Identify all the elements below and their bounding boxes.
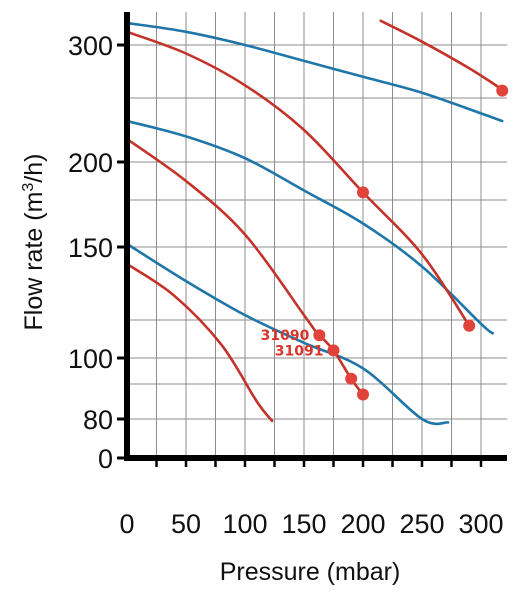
red-curve-5 — [318, 333, 365, 396]
data-point — [327, 344, 340, 357]
blue-curve-3 — [125, 242, 450, 426]
x-tick-label: 200 — [340, 509, 385, 539]
y-axis-title: Flow rate (m3/h) — [20, 154, 48, 331]
x-tick-label: 100 — [222, 509, 267, 539]
data-point — [357, 186, 369, 199]
x-tick-label: 250 — [399, 509, 444, 539]
red-curve-1 — [379, 19, 504, 91]
x-tick-label: 0 — [119, 509, 134, 539]
x-tick-label: 50 — [171, 509, 201, 539]
data-point — [496, 84, 509, 97]
red-curve-4 — [125, 262, 274, 423]
data-point — [357, 388, 369, 401]
curves — [125, 19, 504, 426]
blue-curve-1 — [125, 21, 504, 123]
y-tick-label: 200 — [68, 148, 113, 178]
x-axis-title: Pressure (mbar) — [220, 558, 401, 586]
y-tick-label: 80 — [83, 405, 113, 435]
red-curve-3 — [125, 137, 320, 337]
data-point — [313, 329, 326, 342]
y-tick-label: 100 — [68, 344, 113, 374]
x-tick-label: 300 — [458, 509, 503, 539]
data-point — [463, 319, 476, 332]
model-label: 31091 — [275, 343, 324, 359]
grid — [127, 12, 507, 458]
y-tick-label: 300 — [68, 31, 113, 61]
data-point — [345, 372, 358, 385]
markers — [313, 84, 509, 401]
red-curve-2 — [125, 30, 471, 327]
x-tick-label: 150 — [281, 509, 326, 539]
y-tick-label: 0 — [98, 444, 113, 474]
blue-curve-2 — [125, 119, 495, 335]
model-label: 31090 — [261, 328, 310, 344]
y-tick-label: 150 — [68, 233, 113, 263]
axes: 0 80 100 150 200 300 0 50 100 150 200 250 300 — [68, 12, 507, 539]
